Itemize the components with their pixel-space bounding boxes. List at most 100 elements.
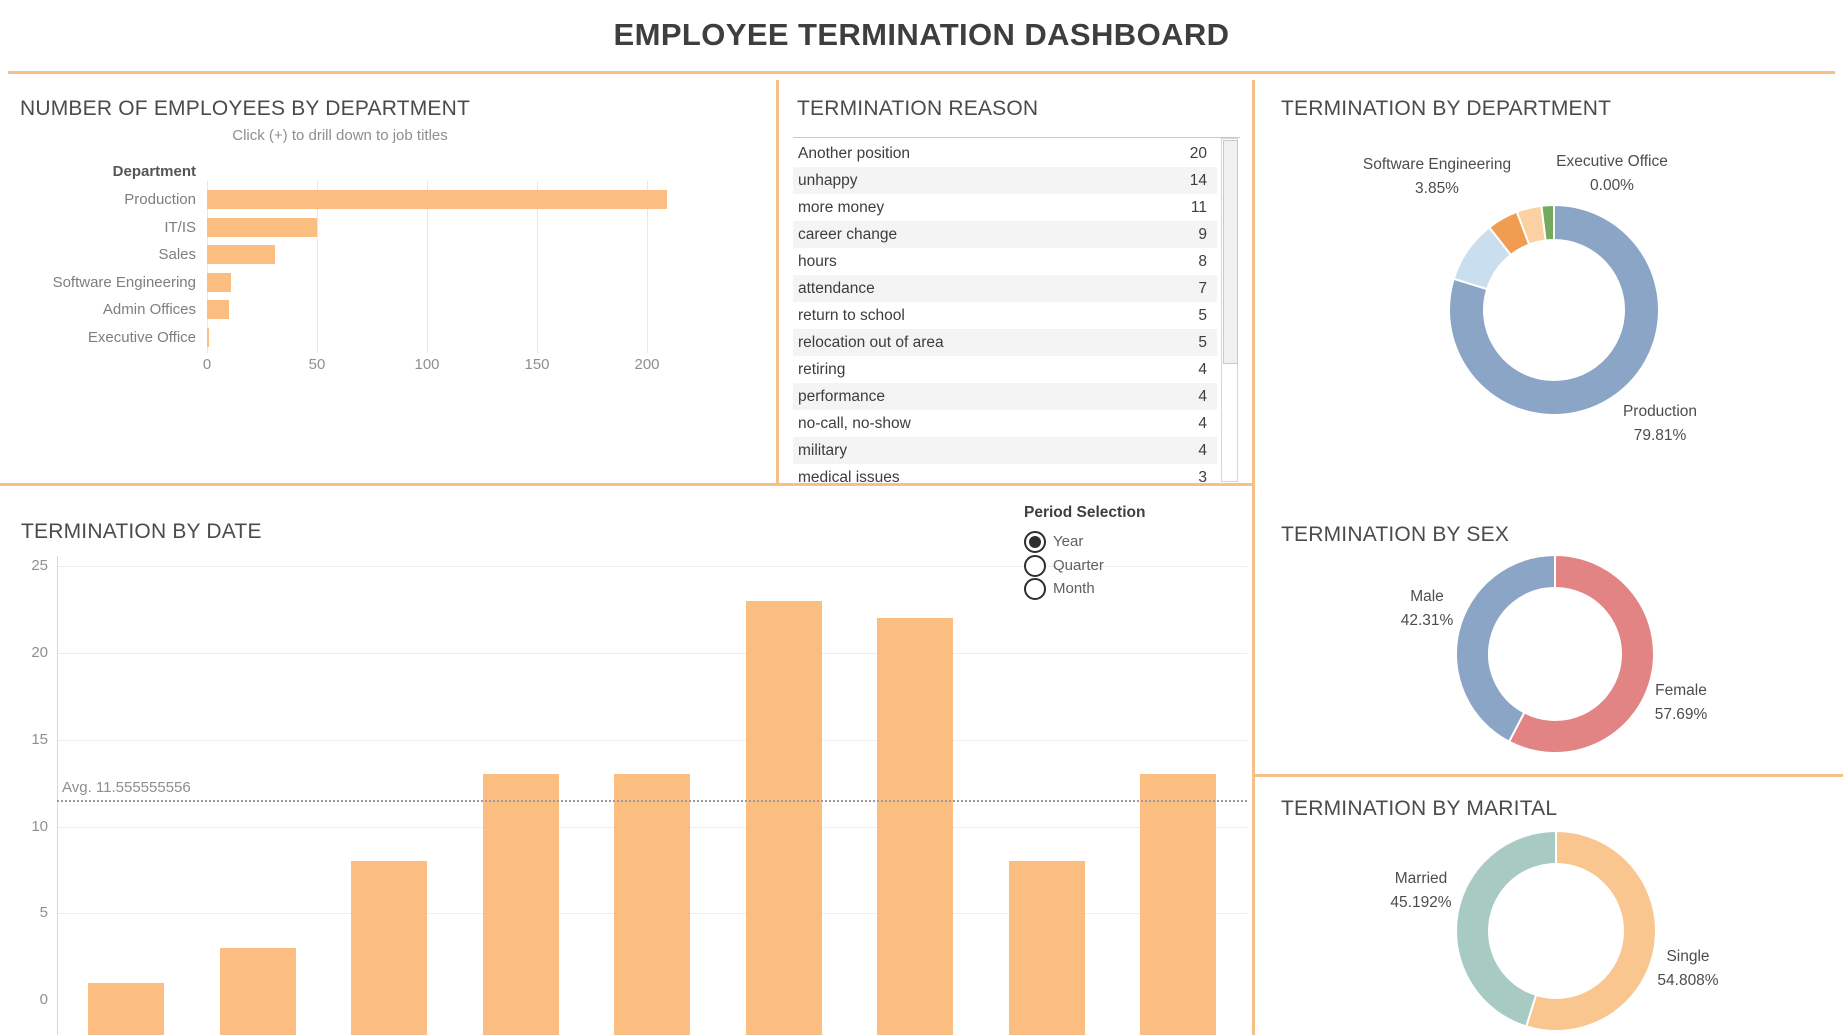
department-bar[interactable] (207, 327, 210, 347)
vertical-divider-left (776, 80, 779, 483)
termination-by-sex-title: TERMINATION BY SEX (1281, 523, 1510, 546)
radio-option-year[interactable]: Year (1024, 531, 1083, 553)
reason-cell: career change (798, 226, 898, 243)
table-row[interactable]: retiring 4 (793, 356, 1217, 383)
gridline (207, 181, 208, 353)
table-scrollbar[interactable] (1221, 138, 1238, 482)
gridline (427, 181, 428, 353)
radio-option-month[interactable]: Month (1024, 578, 1095, 600)
table-row[interactable]: performance 4 (793, 383, 1217, 410)
gridline (57, 566, 1247, 567)
gridline (537, 181, 538, 353)
termination-bar[interactable] (614, 774, 690, 1035)
y-tick-label: 20 (31, 644, 48, 661)
termination-reason-table: Another position 20 unhappy 14 more money 11 c… (793, 140, 1217, 483)
department-bar[interactable] (207, 272, 232, 292)
slice-name: Production (1622, 403, 1698, 420)
reason-cell: unhappy (798, 172, 858, 189)
horizontal-divider-main (0, 483, 1252, 486)
radio-circle[interactable] (1024, 578, 1046, 600)
vertical-divider-right (1252, 80, 1255, 1035)
table-row[interactable]: no-call, no-show 4 (793, 410, 1217, 437)
y-tick-label: 15 (31, 731, 48, 748)
y-tick-label: 0 (39, 991, 48, 1008)
count-cell: 3 (1198, 469, 1207, 483)
bar-category-label: Admin Offices (102, 301, 196, 318)
termination-bar[interactable] (877, 618, 953, 1035)
slice-percent: 42.31% (1400, 612, 1454, 629)
count-cell: 20 (1189, 145, 1207, 162)
table-row[interactable]: unhappy 14 (793, 167, 1217, 194)
table-row[interactable]: military 4 (793, 437, 1217, 464)
average-reference-line (57, 800, 1247, 802)
slice-name: Female (1655, 682, 1707, 699)
count-cell: 4 (1198, 361, 1207, 378)
termination-bar[interactable] (1009, 861, 1085, 1035)
header-divider (8, 71, 1835, 74)
termination-bar[interactable] (746, 601, 822, 1035)
slice-percent: 57.69% (1654, 706, 1708, 723)
table-row[interactable]: attendance 7 (793, 275, 1217, 302)
y-tick-label: 10 (31, 818, 48, 835)
termination-bar[interactable] (351, 861, 427, 1035)
y-tick-label: 5 (39, 904, 48, 921)
average-line-label: Avg. 11.555555556 (62, 779, 191, 796)
termination-by-marital-title: TERMINATION BY MARITAL (1281, 797, 1558, 820)
x-tick-label: 200 (634, 356, 660, 373)
table-row[interactable]: hours 8 (793, 248, 1217, 275)
count-cell: 14 (1189, 172, 1207, 189)
executive-office-slice-label: Executive Office 0.00% (1556, 150, 1668, 198)
termination-bar[interactable] (1140, 774, 1216, 1035)
drill-down-hint: Click (+) to drill down to job titles (232, 127, 448, 144)
termination-bar[interactable] (220, 948, 296, 1035)
count-cell: 5 (1198, 307, 1207, 324)
bar-category-label: Executive Office (87, 328, 196, 346)
x-tick-label: 100 (414, 356, 440, 373)
department-column-header: Department (112, 163, 196, 180)
x-tick-label: 50 (308, 356, 326, 373)
table-row[interactable]: more money 11 (793, 194, 1217, 221)
radio-selected-dot (1029, 536, 1041, 548)
department-bar[interactable] (207, 300, 229, 319)
production-slice-label: Production 79.81% (1623, 400, 1697, 448)
donut-slice-production[interactable] (1448, 203, 1660, 416)
table-row[interactable]: medical issues 3 (793, 464, 1217, 483)
radio-label: Year (1053, 533, 1084, 550)
reason-cell: retiring (798, 361, 846, 378)
radio-circle[interactable] (1024, 555, 1046, 577)
department-bar[interactable] (207, 245, 276, 264)
slice-name: Single (1666, 948, 1710, 965)
donut-slice-male[interactable] (1455, 553, 1556, 744)
reason-cell: more money (798, 199, 885, 216)
donut-slice-married[interactable] (1455, 829, 1557, 1028)
count-cell: 4 (1198, 415, 1207, 432)
table-row[interactable]: return to school 5 (793, 302, 1217, 329)
count-cell: 11 (1190, 199, 1207, 216)
department-bar[interactable] (207, 190, 667, 209)
radio-option-quarter[interactable]: Quarter (1024, 555, 1104, 577)
bar-category-label: IT/IS (164, 218, 196, 236)
table-row[interactable]: career change 9 (793, 221, 1217, 248)
count-cell: 7 (1198, 280, 1207, 297)
bar-category-label: Software Engineering (52, 273, 196, 291)
reason-cell: relocation out of area (798, 334, 944, 351)
count-cell: 9 (1198, 226, 1207, 243)
radio-circle[interactable] (1024, 531, 1046, 553)
termination-by-date-title: TERMINATION BY DATE (21, 520, 262, 543)
termination-bar[interactable] (88, 983, 164, 1035)
termination-bar[interactable] (483, 774, 559, 1035)
slice-percent: 54.808% (1657, 972, 1719, 989)
period-selection-label: Period Selection (1024, 504, 1146, 521)
table-row[interactable]: Another position 20 (793, 140, 1217, 167)
slice-name: Executive Office (1556, 153, 1668, 170)
department-bar[interactable] (207, 217, 317, 237)
scrollbar-thumb[interactable] (1223, 140, 1238, 364)
donut-slice-admin-offices[interactable] (1540, 203, 1555, 242)
count-cell: 8 (1198, 253, 1207, 270)
donut-slice-single[interactable] (1524, 829, 1657, 1032)
donut-slice-female[interactable] (1507, 553, 1655, 754)
table-row[interactable]: relocation out of area 5 (793, 329, 1217, 356)
slice-percent: 3.85% (1415, 180, 1459, 197)
sex-donut-chart (1455, 553, 1655, 754)
